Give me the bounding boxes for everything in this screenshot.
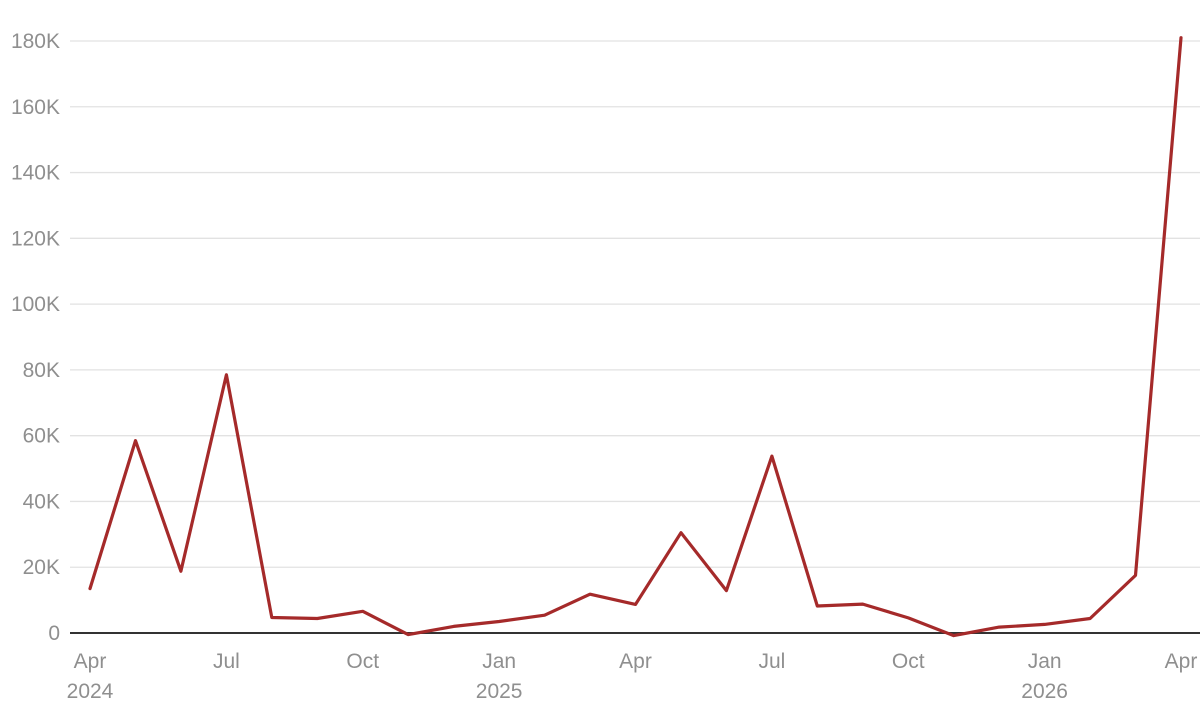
series-line [88,36,1183,638]
y-tick-label: 80K [23,359,60,382]
y-tick-label: 60K [23,425,60,448]
gridlines [70,40,1200,568]
x-tick-label: Jan [1028,650,1062,673]
x-tick-year-label: 2025 [476,680,523,703]
series-lines [88,36,1183,638]
x-tick-year-label: 2026 [1021,680,1068,703]
x-tick-label: Apr [619,650,652,673]
y-tick-label: 140K [11,162,60,185]
x-tick-label: Jul [758,650,785,673]
y-tick-label: 0 [48,622,60,645]
y-axis-tick-labels: 0 20K 40K 60K 80K 100K 120K 140K 160K 180K [11,30,60,645]
y-tick-label: 100K [11,293,60,316]
x-tick-label: Apr [74,650,107,673]
x-tick-label: Oct [892,650,925,673]
y-tick-label: 20K [23,556,60,579]
x-tick-label: Jul [213,650,240,673]
y-tick-label: 120K [11,227,60,250]
x-tick-year-label: 2024 [67,680,114,703]
y-tick-label: 180K [11,30,60,53]
y-tick-label: 160K [11,96,60,119]
x-tick-label: Apr [1165,650,1198,673]
x-tick-label: Jan [482,650,516,673]
y-tick-label: 40K [23,490,60,513]
x-tick-label: Oct [346,650,379,673]
x-axis-tick-labels: Apr 2024 Jul Oct Jan 2025 Apr Jul Oct Jan 2026 Apr [67,650,1198,703]
